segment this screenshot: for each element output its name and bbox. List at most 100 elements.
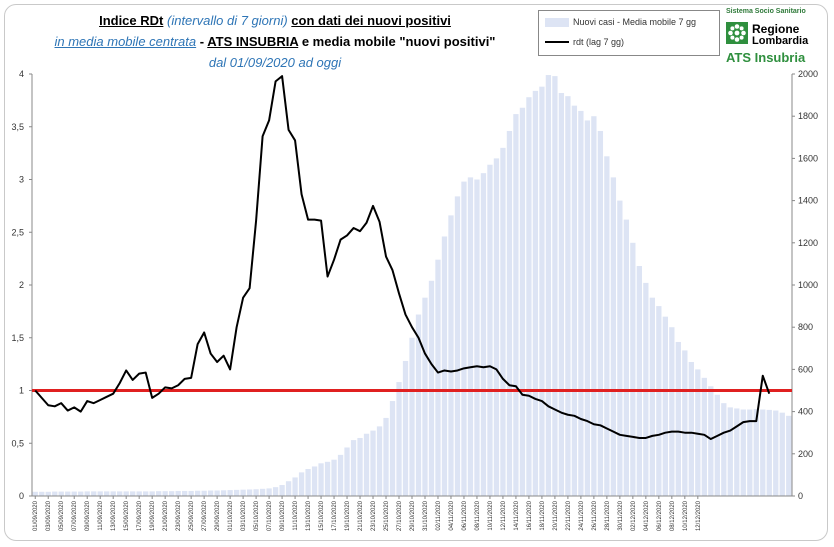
bar	[162, 491, 168, 496]
y-left-tick-label: 1	[19, 386, 24, 396]
bar	[272, 487, 279, 496]
bar	[143, 491, 149, 496]
bar	[78, 491, 84, 496]
x-tick-label: 11/10/2020	[293, 500, 299, 530]
y-right-tick-label: 1200	[798, 238, 818, 248]
bar	[123, 491, 129, 496]
bar	[357, 437, 363, 496]
bar	[194, 490, 201, 496]
x-tick-label: 13/10/2020	[306, 500, 312, 531]
y-right-tick-label: 1000	[798, 280, 818, 290]
bar	[188, 490, 194, 496]
bar	[32, 491, 38, 496]
bar	[402, 360, 409, 496]
y-left-tick-label: 1,5	[11, 333, 24, 343]
y-right-tick-label: 400	[798, 407, 813, 417]
x-tick-label: 05/09/2020	[59, 500, 65, 531]
x-tick-label: 01/10/2020	[228, 500, 234, 531]
bar	[182, 490, 188, 496]
bar	[714, 394, 720, 496]
bar	[701, 377, 707, 496]
bar	[71, 491, 77, 496]
x-tick-label: 17/09/2020	[137, 500, 143, 531]
bar	[695, 369, 701, 496]
bar	[279, 485, 285, 496]
bar	[253, 489, 259, 496]
bar	[727, 407, 733, 496]
bar	[747, 409, 753, 496]
legend-label-line: rdt (lag 7 gg)	[573, 37, 625, 47]
x-tick-label: 07/10/2020	[267, 500, 273, 531]
y-right-tick-label: 600	[798, 364, 813, 374]
x-tick-label: 08/11/2020	[475, 500, 481, 530]
bar	[571, 105, 578, 497]
subtitle-rest: e media mobile "nuovi positivi"	[298, 34, 496, 49]
x-tick-label: 30/11/2020	[618, 500, 624, 530]
logo-name-lombardia: Lombardia	[752, 35, 809, 47]
bar	[45, 491, 51, 496]
bar	[662, 316, 668, 496]
bar	[656, 306, 662, 496]
bar	[630, 242, 636, 496]
x-tick-label: 15/09/2020	[124, 500, 130, 531]
x-tick-label: 29/09/2020	[215, 500, 221, 531]
x-tick-label: 27/09/2020	[202, 500, 208, 531]
bar	[117, 491, 123, 496]
x-tick-label: 14/11/2020	[514, 500, 520, 530]
bar	[500, 147, 506, 496]
bar	[480, 173, 487, 497]
bar	[675, 341, 681, 496]
bar	[331, 459, 337, 496]
bar	[363, 433, 370, 496]
bar	[298, 472, 305, 496]
legend-item-line: rdt (lag 7 gg)	[545, 37, 624, 47]
legend-swatch-bars	[545, 17, 569, 27]
x-tick-label: 22/11/2020	[566, 500, 572, 530]
bar	[688, 362, 694, 496]
x-tick-label: 02/11/2020	[436, 500, 442, 530]
y-right-tick-label: 200	[798, 449, 813, 459]
bar	[156, 491, 162, 496]
bar	[558, 92, 565, 497]
x-tick-label: 09/10/2020	[280, 500, 286, 531]
bar	[350, 440, 357, 496]
bar	[545, 75, 552, 497]
regione-lombardia-logo: Sistema Socio Sanitario Regione Lombardi…	[722, 6, 826, 68]
bar	[292, 477, 298, 496]
x-tick-label: 02/12/2020	[631, 500, 637, 531]
bar	[370, 430, 376, 496]
bar	[65, 491, 71, 496]
x-tick-label: 28/11/2020	[605, 500, 611, 530]
bar	[467, 177, 474, 496]
x-tick-label: 03/09/2020	[46, 500, 52, 531]
bar	[389, 401, 396, 496]
bar	[207, 490, 214, 496]
bar	[734, 408, 740, 496]
x-tick-label: 05/10/2020	[254, 500, 260, 531]
bar	[428, 280, 435, 496]
y-right-tick-label: 2000	[798, 69, 818, 79]
bar	[448, 215, 454, 496]
bar	[305, 468, 311, 496]
bar	[474, 179, 480, 496]
bar	[39, 491, 45, 496]
legend-swatch-line	[545, 41, 569, 43]
x-tick-label: 16/11/2020	[527, 500, 533, 530]
x-tick-label: 19/10/2020	[345, 500, 351, 531]
subtitle-date-range: dal 01/09/2020 ad oggi	[208, 55, 342, 70]
logo-name-regione: Regione	[752, 22, 800, 36]
x-tick-label: 25/10/2020	[384, 500, 390, 531]
legend-label-bars: Nuovi casi - Media mobile 7 gg	[573, 17, 697, 27]
x-tick-label: 06/12/2020	[657, 500, 663, 531]
x-tick-label: 24/11/2020	[579, 500, 585, 530]
bar	[383, 417, 389, 496]
bar	[435, 259, 441, 496]
title-rest: con dati dei nuovi positivi	[291, 13, 451, 28]
logo-ats-insubria: ATS Insubria	[726, 50, 806, 65]
x-tick-label: 07/09/2020	[72, 500, 78, 531]
bar	[604, 156, 610, 497]
bar	[441, 236, 448, 496]
bar	[169, 491, 175, 496]
subtitle-sep: -	[196, 34, 208, 49]
bar	[786, 415, 792, 496]
